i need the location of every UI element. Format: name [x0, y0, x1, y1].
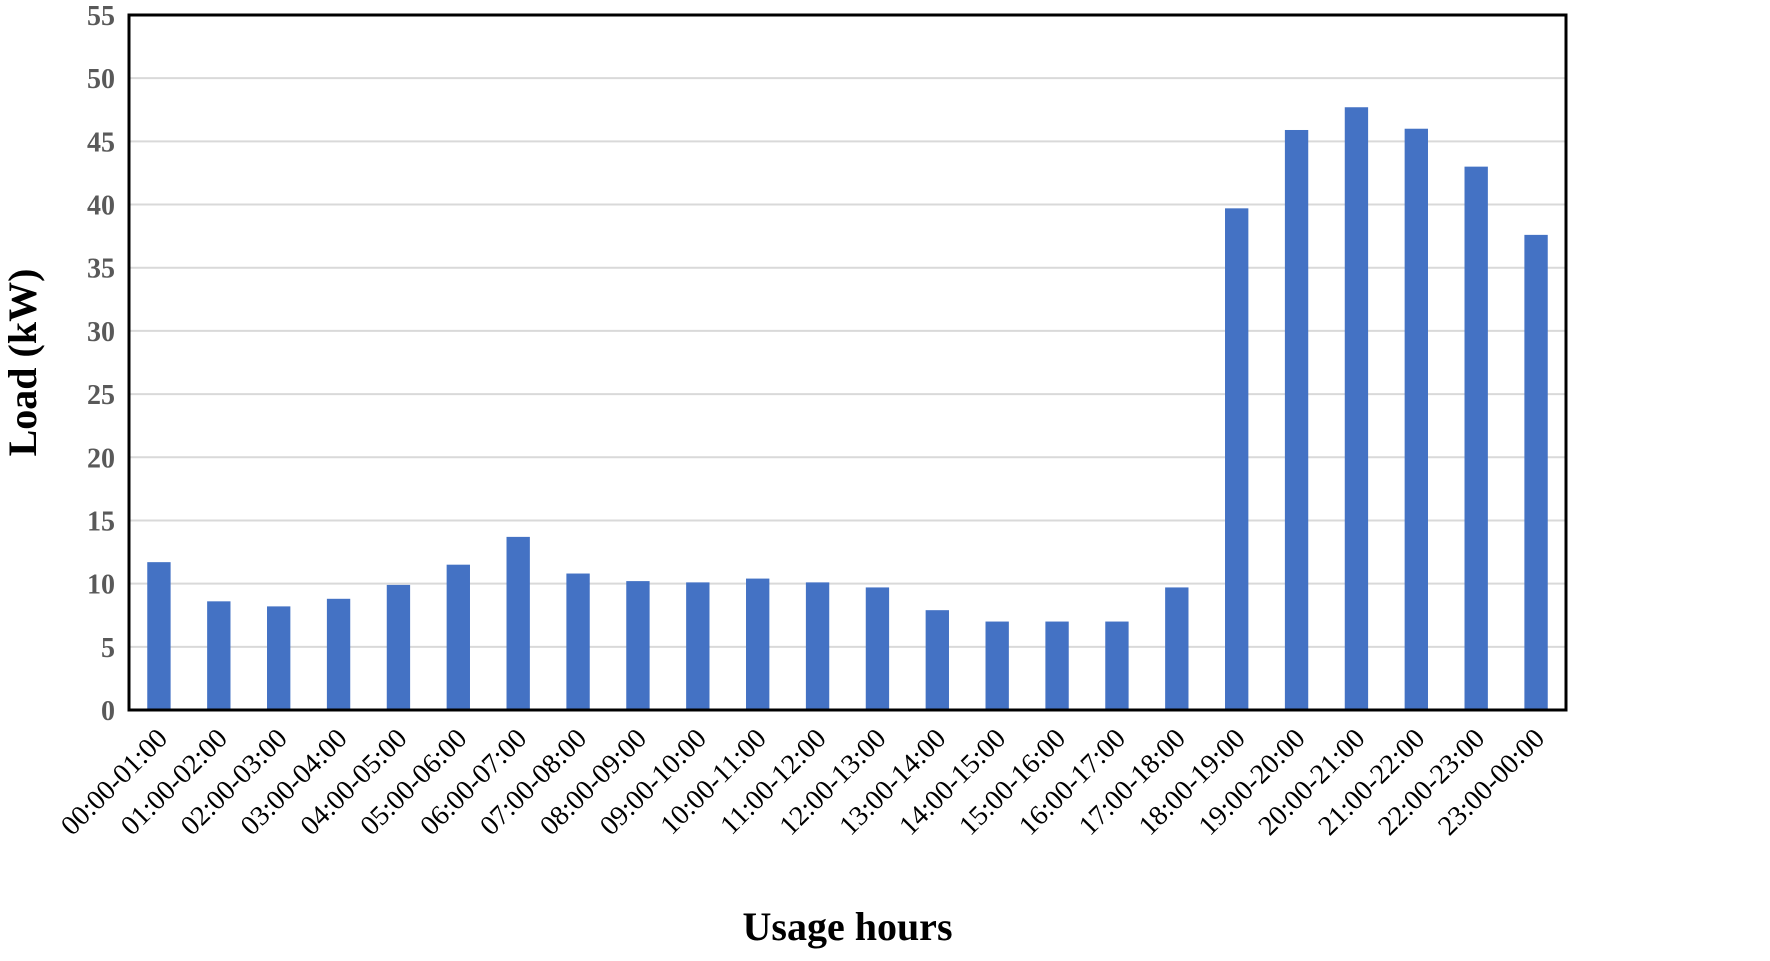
bar-05:00-06:00 — [446, 564, 470, 710]
bar-00:00-01:00 — [147, 562, 171, 710]
bar-06:00-07:00 — [506, 536, 530, 710]
bar-22:00-23:00 — [1464, 166, 1488, 711]
bar-16:00-17:00 — [1105, 621, 1129, 710]
plot-frame — [127, 13, 1568, 712]
bar-07:00-08:00 — [566, 573, 590, 710]
bar-10:00-11:00 — [746, 578, 770, 710]
bar-21:00-22:00 — [1404, 128, 1428, 710]
bar-19:00-20:00 — [1284, 129, 1309, 710]
bar-18:00-19:00 — [1225, 208, 1249, 710]
bar-15:00-16:00 — [1045, 621, 1069, 710]
y-axis-title: Load (kW) — [0, 269, 45, 457]
gridlines — [129, 77, 1566, 648]
y-tick-label: 55 — [87, 1, 115, 32]
bar-08:00-09:00 — [626, 581, 650, 710]
y-tick-label: 25 — [87, 380, 115, 411]
bar-04:00-05:00 — [386, 584, 411, 710]
y-tick-label: 0 — [101, 696, 115, 727]
bar-14:00-15:00 — [985, 621, 1009, 710]
y-tick-label: 5 — [101, 633, 115, 664]
bar-01:00-02:00 — [207, 601, 231, 710]
y-tick-label: 10 — [87, 570, 115, 601]
x-axis-title: Usage hours — [742, 904, 952, 949]
y-tick-label: 20 — [87, 443, 115, 474]
bar-11:00-12:00 — [805, 582, 830, 710]
y-tick-label: 50 — [87, 64, 115, 95]
y-tick-label: 35 — [87, 254, 115, 285]
bar-02:00-03:00 — [267, 606, 291, 710]
bar-20:00-21:00 — [1344, 107, 1369, 710]
bar-23:00-00:00 — [1524, 234, 1548, 710]
y-axis-ticks: 0 5 10 15 20 25 30 35 40 45 50 55 — [87, 1, 115, 727]
x-axis-ticks: 00:00-01:0001:00-02:0002:00-03:0003:00-0… — [55, 723, 1551, 842]
y-tick-label: 45 — [87, 127, 115, 158]
y-tick-label: 30 — [87, 317, 115, 348]
bar-03:00-04:00 — [326, 598, 351, 710]
bar-09:00-10:00 — [686, 582, 710, 710]
bar-17:00-18:00 — [1165, 587, 1189, 710]
bar-12:00-13:00 — [865, 587, 890, 710]
bars — [147, 107, 1548, 711]
y-tick-label: 40 — [87, 191, 115, 222]
y-tick-label: 15 — [87, 506, 115, 537]
bar-13:00-14:00 — [925, 610, 949, 710]
